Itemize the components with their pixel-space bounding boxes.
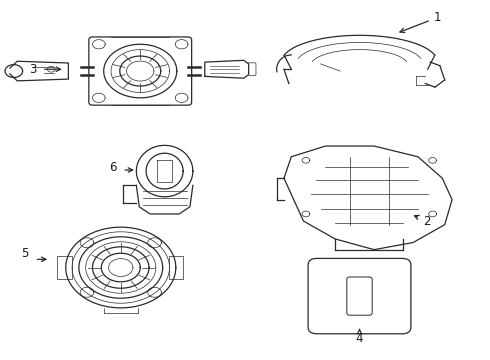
FancyBboxPatch shape — [308, 258, 411, 334]
Text: 4: 4 — [356, 329, 363, 346]
Text: 3: 3 — [29, 63, 37, 76]
FancyBboxPatch shape — [169, 256, 183, 279]
Polygon shape — [284, 146, 452, 249]
Polygon shape — [205, 60, 248, 78]
Text: 6: 6 — [109, 161, 116, 174]
FancyBboxPatch shape — [243, 63, 256, 76]
FancyBboxPatch shape — [57, 256, 72, 279]
Text: 5: 5 — [21, 247, 28, 260]
Polygon shape — [10, 61, 69, 81]
FancyBboxPatch shape — [347, 277, 372, 315]
Polygon shape — [157, 160, 172, 182]
Text: 2: 2 — [415, 215, 430, 228]
Polygon shape — [136, 185, 193, 214]
Text: 1: 1 — [400, 11, 441, 32]
